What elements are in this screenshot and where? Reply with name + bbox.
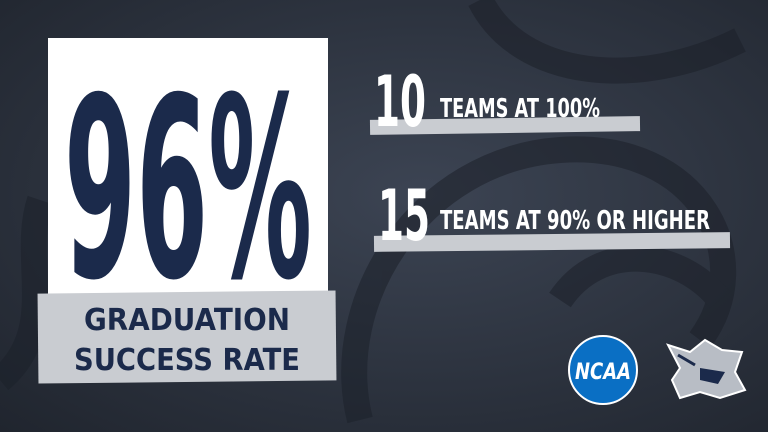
fact-number: 10 [374,61,426,143]
fact-number: 15 [378,175,430,257]
stat-panel [48,38,328,300]
wildcat-logo [665,338,747,400]
background-pattern [0,0,740,420]
tape-label [37,290,337,384]
tape-underline [373,232,731,252]
stat-value: 96% [64,44,312,335]
stat-label: GRADUATION [84,303,290,338]
ncaa-logo [568,335,638,405]
ncaa-text: NCAA [575,360,631,385]
fact-text: TEAMS AT 90% OR HIGHER [440,206,710,236]
stat-label: SUCCESS RATE [74,343,300,378]
fact-text: TEAMS AT 100% [440,94,600,124]
tape-underline [369,116,641,135]
